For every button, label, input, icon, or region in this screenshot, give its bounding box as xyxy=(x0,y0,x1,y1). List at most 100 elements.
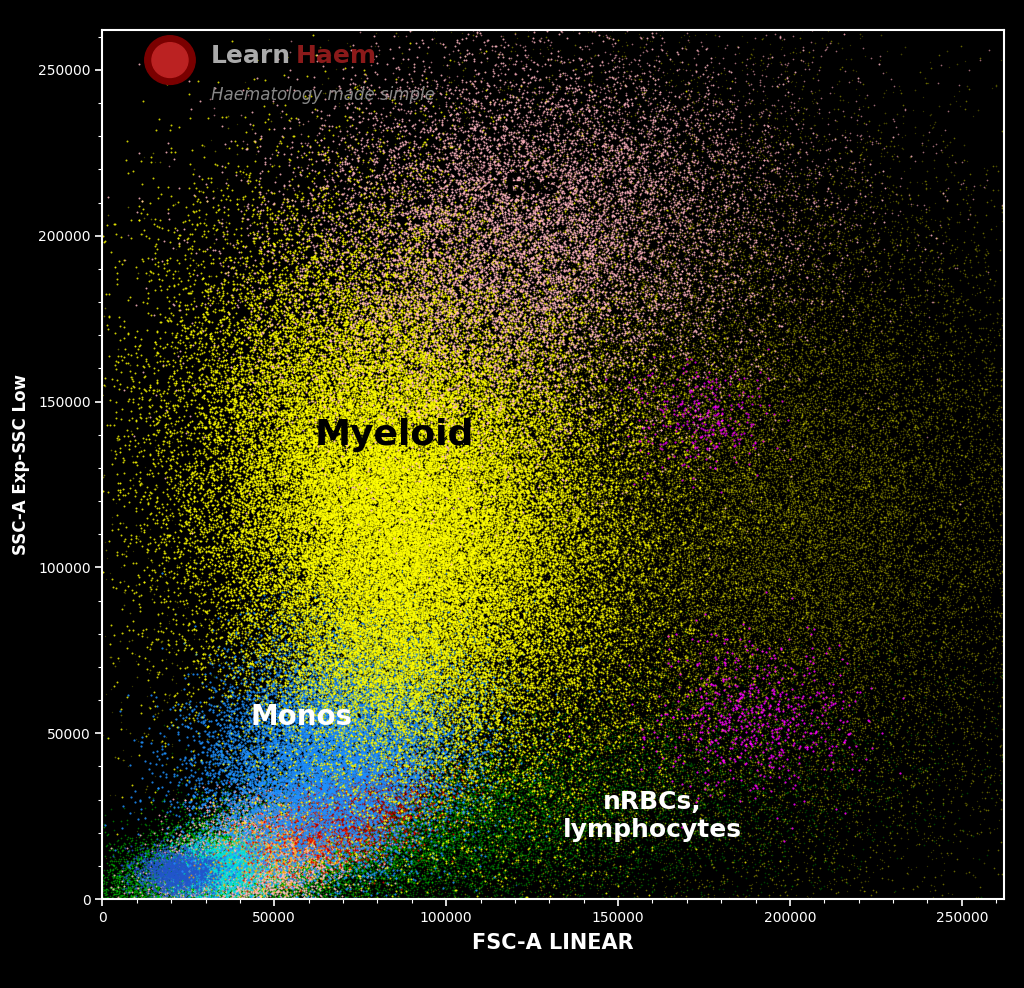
Point xyxy=(493,400,509,416)
Point xyxy=(359,617,376,632)
Point xyxy=(518,823,535,839)
Point xyxy=(771,393,787,409)
Point xyxy=(824,708,841,724)
Point xyxy=(656,705,673,721)
Point xyxy=(233,378,250,394)
Point xyxy=(382,313,398,329)
Point xyxy=(184,848,201,864)
Point xyxy=(474,443,490,458)
Point xyxy=(732,432,749,448)
Point xyxy=(641,538,657,554)
Point xyxy=(281,599,297,615)
Point xyxy=(433,218,450,234)
Point xyxy=(347,675,364,691)
Point xyxy=(450,474,466,490)
Point xyxy=(513,512,529,528)
Point xyxy=(302,649,318,665)
Point xyxy=(374,472,390,488)
Point xyxy=(682,539,698,555)
Point xyxy=(720,460,736,476)
Point xyxy=(352,380,369,396)
Point xyxy=(416,574,432,590)
Point xyxy=(349,841,366,857)
Point xyxy=(426,72,442,88)
Point xyxy=(367,470,383,486)
Point xyxy=(410,679,426,695)
Point xyxy=(232,858,249,873)
Point xyxy=(826,649,843,665)
Point xyxy=(495,728,511,744)
Point xyxy=(346,778,362,793)
Point xyxy=(467,539,483,555)
Point xyxy=(474,636,490,652)
Point xyxy=(308,660,325,676)
Point xyxy=(481,360,498,375)
Point xyxy=(310,828,327,844)
Point xyxy=(274,556,291,572)
Point xyxy=(598,180,614,196)
Point xyxy=(360,747,377,763)
Point xyxy=(267,461,284,477)
Point xyxy=(176,865,193,881)
Point xyxy=(818,388,835,404)
Point xyxy=(310,853,327,868)
Point xyxy=(399,461,416,477)
Point xyxy=(807,641,823,657)
Point xyxy=(454,458,470,474)
Point xyxy=(564,696,581,711)
Point xyxy=(795,661,811,677)
Point xyxy=(371,514,387,530)
Point xyxy=(427,644,443,660)
Point xyxy=(281,850,297,865)
Point xyxy=(830,329,847,345)
Point xyxy=(352,475,369,491)
Point xyxy=(265,851,282,866)
Point xyxy=(274,792,291,808)
Point xyxy=(233,866,250,882)
Point xyxy=(247,774,263,789)
Point xyxy=(471,772,487,787)
Point xyxy=(121,858,137,873)
Point xyxy=(504,768,520,783)
Point xyxy=(828,290,845,306)
Point xyxy=(120,884,136,900)
Point xyxy=(611,395,628,411)
Point xyxy=(343,769,359,784)
Point xyxy=(778,428,795,444)
Point xyxy=(456,613,472,628)
Point xyxy=(106,417,123,433)
Point xyxy=(300,859,316,874)
Point xyxy=(763,374,779,390)
Point xyxy=(335,801,351,817)
Point xyxy=(250,366,266,381)
Point xyxy=(957,629,974,645)
Point xyxy=(288,756,304,772)
Point xyxy=(237,882,253,898)
Point xyxy=(291,664,307,680)
Point xyxy=(702,523,719,538)
Point xyxy=(644,300,660,316)
Point xyxy=(402,475,419,491)
Point xyxy=(218,887,234,903)
Point xyxy=(885,184,901,200)
Point xyxy=(377,525,393,540)
Point xyxy=(238,829,254,845)
Point xyxy=(205,878,221,894)
Point xyxy=(217,861,233,876)
Point xyxy=(204,836,220,852)
Point xyxy=(303,789,319,805)
Point xyxy=(860,706,877,722)
Point xyxy=(300,448,316,463)
Point xyxy=(420,668,436,684)
Point xyxy=(313,455,330,471)
Point xyxy=(977,579,993,595)
Point xyxy=(257,824,273,840)
Point xyxy=(517,588,534,604)
Point xyxy=(513,194,529,209)
Point xyxy=(384,715,400,731)
Point xyxy=(255,447,271,462)
Point xyxy=(553,570,569,586)
Point xyxy=(571,81,588,97)
Point xyxy=(429,610,445,625)
Point xyxy=(181,878,198,894)
